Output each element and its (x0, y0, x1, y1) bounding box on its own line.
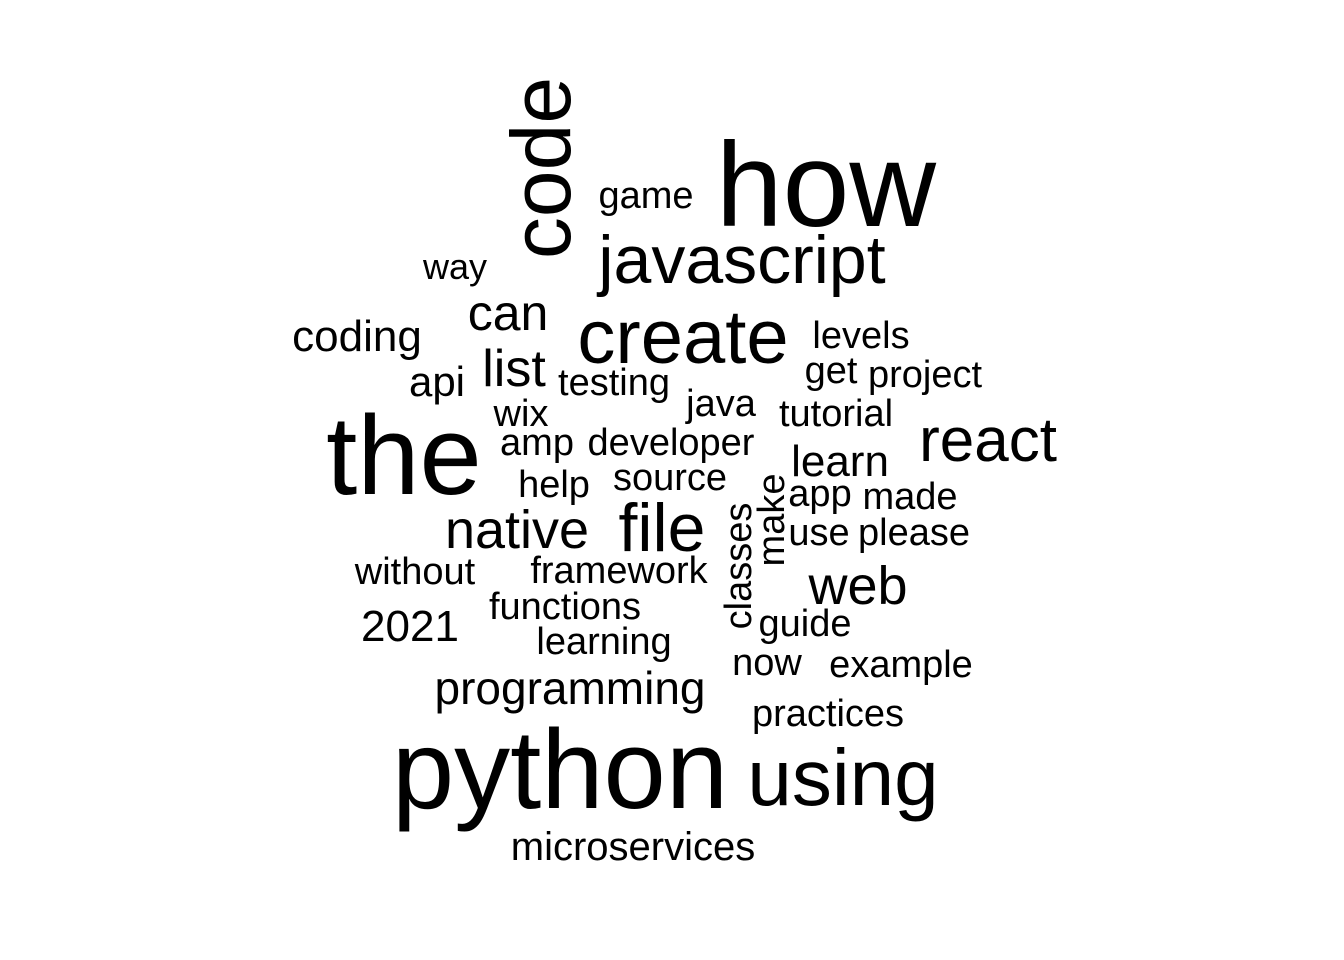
word-developer: developer (587, 422, 755, 464)
word-project: project (867, 354, 983, 396)
word-please: please (858, 512, 970, 554)
word-help: help (518, 464, 590, 506)
word-native: native (444, 500, 590, 560)
word-wix: wix (493, 393, 549, 435)
word-now: now (732, 642, 802, 684)
word-the: the (326, 393, 482, 518)
word-source: source (612, 457, 728, 499)
word-can: can (467, 285, 549, 341)
word-learn: learn (791, 437, 889, 486)
word-2021: 2021 (361, 602, 459, 651)
word-java: java (686, 383, 756, 425)
word-made: made (862, 476, 958, 518)
word-list: list (482, 340, 546, 398)
word-code: code (494, 76, 588, 260)
word-how: how (715, 118, 937, 252)
word-get: get (804, 350, 858, 392)
word-learning: learning (536, 621, 672, 663)
word-without: without (354, 551, 476, 593)
word-react: react (919, 406, 1057, 475)
word-api: api (408, 358, 466, 405)
word-programming: programming (434, 662, 706, 714)
word-functions: functions (488, 586, 642, 628)
word-framework: framework (530, 550, 708, 592)
word-levels: levels (812, 315, 910, 357)
word-tutorial: tutorial (778, 393, 894, 435)
word-web: web (808, 556, 908, 616)
word-javascript: javascript (598, 222, 886, 298)
word-testing: testing (558, 362, 670, 404)
word-create: create (577, 295, 789, 380)
word-microservices: microservices (510, 825, 756, 869)
word-way: way (422, 246, 488, 287)
word-use: use (788, 512, 850, 554)
word-app: app (788, 473, 852, 515)
word-practices: practices (751, 693, 905, 735)
word-example: example (829, 644, 973, 686)
word-guide: guide (758, 603, 852, 645)
word-game: game (598, 175, 694, 217)
word-amp: amp (500, 422, 574, 464)
word-using: using (747, 733, 939, 822)
word-classes: classes (718, 502, 760, 630)
word-file: file (618, 490, 706, 566)
word-python: python (391, 707, 729, 832)
word-coding: coding (292, 312, 422, 361)
